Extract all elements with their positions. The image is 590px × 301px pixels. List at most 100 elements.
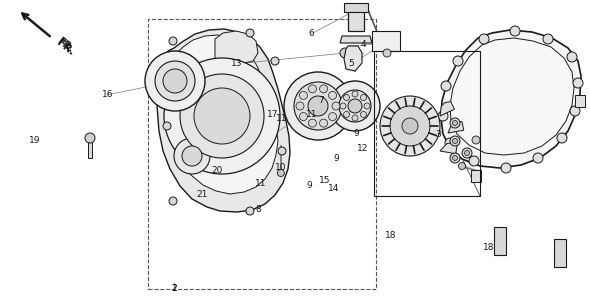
Text: 8: 8 [255, 205, 261, 214]
Text: 2: 2 [171, 284, 177, 293]
Circle shape [348, 99, 362, 113]
Polygon shape [471, 170, 481, 182]
Polygon shape [344, 46, 362, 71]
Circle shape [155, 61, 195, 101]
Circle shape [445, 138, 455, 148]
Circle shape [278, 147, 286, 155]
Circle shape [453, 138, 457, 144]
Text: 3: 3 [435, 130, 441, 139]
Polygon shape [88, 141, 92, 158]
Text: 7: 7 [319, 96, 324, 105]
Polygon shape [340, 36, 372, 43]
Text: 9: 9 [306, 181, 312, 190]
Circle shape [390, 106, 430, 146]
Polygon shape [554, 239, 566, 267]
Bar [374, 51, 480, 196]
Circle shape [308, 96, 328, 116]
Text: 21: 21 [196, 190, 208, 199]
Text: 13: 13 [231, 59, 243, 68]
Text: 17: 17 [267, 110, 278, 119]
Text: 5: 5 [349, 59, 355, 68]
Circle shape [352, 91, 358, 97]
Circle shape [320, 119, 327, 127]
Text: 19: 19 [28, 136, 40, 145]
Polygon shape [215, 31, 258, 64]
Polygon shape [348, 10, 364, 31]
Circle shape [438, 111, 448, 121]
Circle shape [300, 92, 307, 99]
Text: 18: 18 [385, 231, 397, 240]
Text: 6: 6 [309, 29, 314, 38]
Circle shape [472, 136, 480, 144]
Circle shape [320, 85, 327, 93]
Circle shape [145, 51, 205, 111]
Text: 10: 10 [275, 163, 287, 172]
Circle shape [85, 133, 95, 143]
Text: 4: 4 [360, 40, 366, 49]
Polygon shape [372, 31, 400, 51]
Circle shape [352, 115, 358, 121]
Circle shape [180, 74, 264, 158]
Circle shape [294, 82, 342, 130]
Circle shape [163, 69, 187, 93]
Circle shape [174, 138, 210, 174]
Polygon shape [167, 35, 278, 194]
Polygon shape [494, 227, 506, 255]
Circle shape [360, 95, 366, 101]
Circle shape [340, 103, 346, 109]
Text: 9: 9 [353, 129, 359, 138]
Circle shape [380, 96, 440, 156]
Text: FR.: FR. [55, 36, 76, 55]
Circle shape [343, 95, 349, 101]
Circle shape [194, 88, 250, 144]
Text: 11: 11 [276, 114, 287, 123]
Text: 15: 15 [319, 176, 331, 185]
Circle shape [479, 34, 489, 44]
Circle shape [271, 57, 279, 65]
Circle shape [284, 72, 352, 140]
Circle shape [169, 37, 177, 45]
Polygon shape [575, 95, 585, 107]
Circle shape [296, 102, 304, 110]
Text: FR.: FR. [55, 38, 77, 58]
Polygon shape [157, 29, 290, 212]
Circle shape [340, 48, 350, 58]
Circle shape [567, 52, 577, 62]
Circle shape [332, 102, 340, 110]
Circle shape [300, 113, 307, 121]
Circle shape [557, 133, 567, 143]
Circle shape [469, 156, 479, 166]
Circle shape [501, 163, 511, 173]
Circle shape [450, 118, 460, 128]
Circle shape [309, 119, 316, 127]
Circle shape [458, 163, 466, 169]
Circle shape [450, 136, 460, 146]
Polygon shape [448, 121, 464, 133]
Circle shape [573, 78, 583, 88]
Polygon shape [440, 143, 457, 154]
Bar [148, 19, 376, 289]
Polygon shape [440, 101, 454, 116]
Circle shape [246, 207, 254, 215]
Text: 14: 14 [327, 184, 339, 193]
Circle shape [450, 153, 460, 163]
Circle shape [339, 90, 371, 122]
Circle shape [164, 58, 280, 174]
Circle shape [510, 26, 520, 36]
Circle shape [383, 49, 391, 57]
Circle shape [329, 92, 336, 99]
Text: 16: 16 [101, 90, 113, 99]
Circle shape [453, 156, 457, 160]
Circle shape [169, 197, 177, 205]
Circle shape [453, 56, 463, 66]
Circle shape [330, 81, 380, 131]
Circle shape [343, 111, 349, 117]
Circle shape [533, 153, 543, 163]
Text: 12: 12 [357, 144, 369, 153]
Text: 11: 11 [255, 179, 267, 188]
Text: 11: 11 [306, 110, 318, 119]
Circle shape [360, 111, 366, 117]
Text: 9: 9 [333, 154, 339, 163]
Circle shape [464, 150, 470, 156]
Text: 20: 20 [211, 166, 223, 175]
